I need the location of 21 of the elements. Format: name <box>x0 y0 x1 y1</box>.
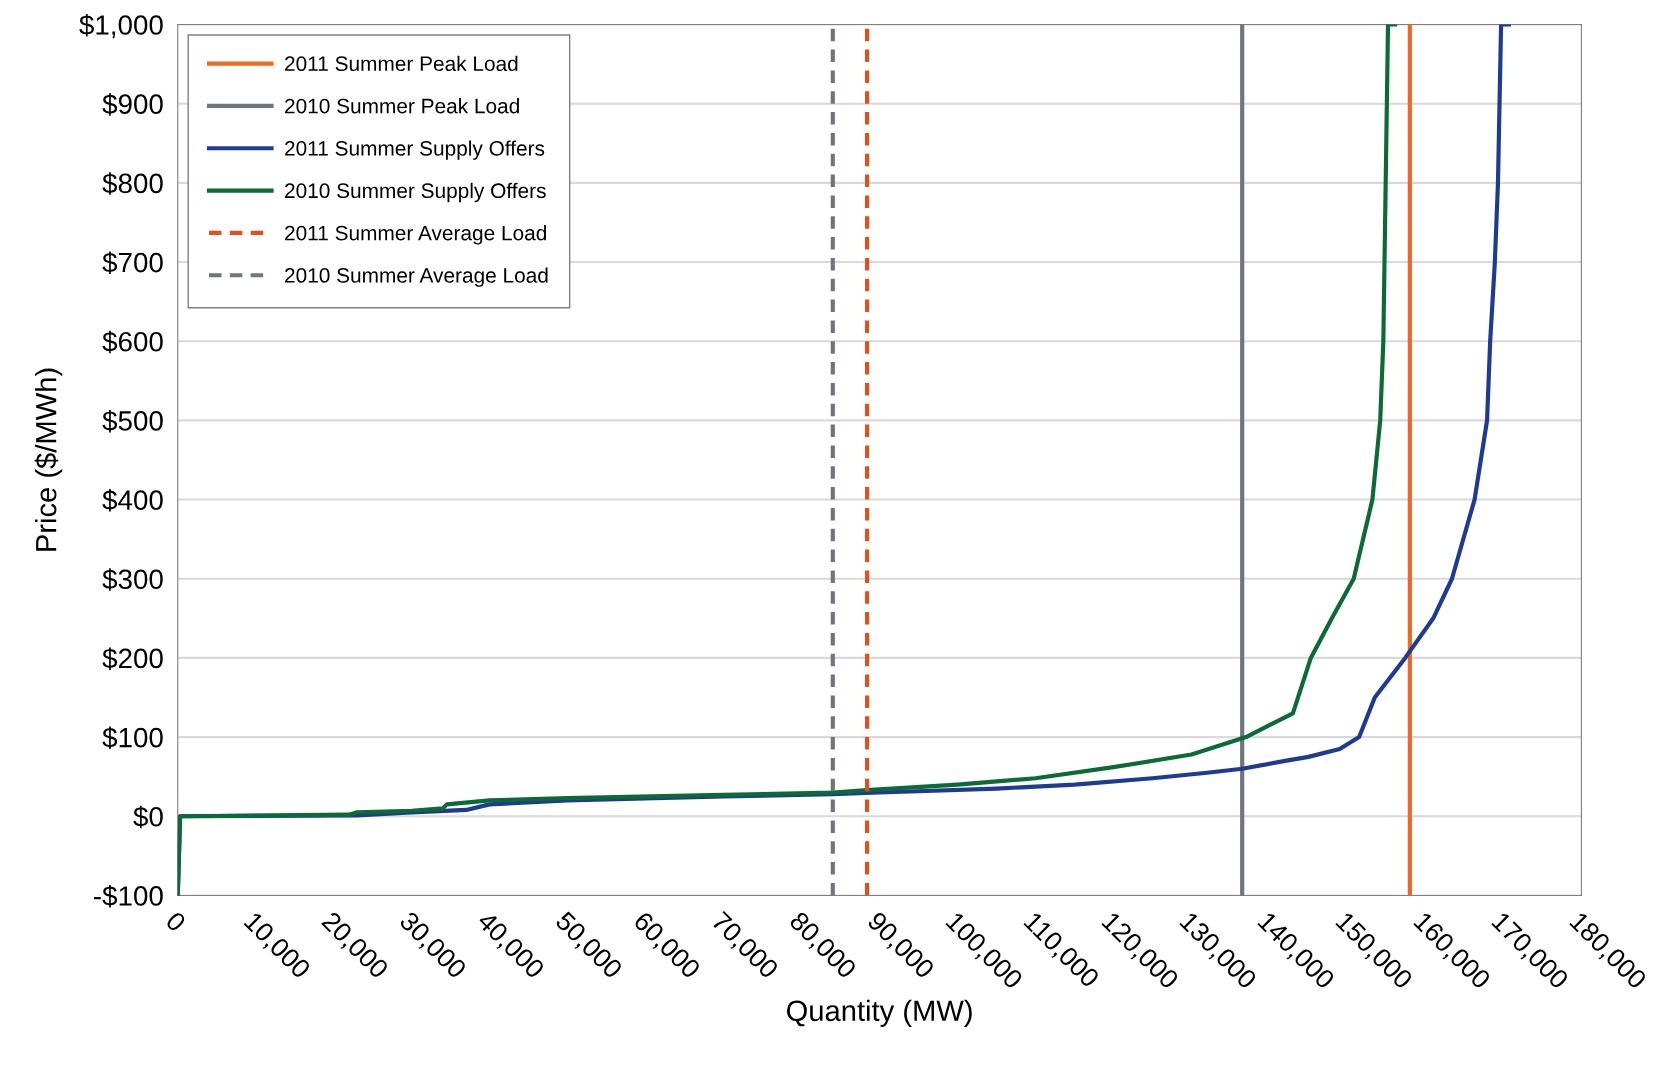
y-tick-label: $200 <box>102 647 163 670</box>
legend-label: 2010 Summer Supply Offers <box>285 182 546 203</box>
y-tick-label: $900 <box>102 93 163 116</box>
y-tick-label: $400 <box>102 489 163 512</box>
y-tick-label: -$100 <box>94 884 163 908</box>
legend-label: 2011 Summer Peak Load <box>285 55 518 72</box>
y-tick-label: $100 <box>102 726 163 750</box>
legend-label: 2011 Summer Supply Offers <box>285 140 545 160</box>
legend-label: 2010 Summer Peak Load <box>285 98 519 114</box>
y-axis-title: Price ($/MWh) <box>34 368 63 551</box>
x-tick-label: 0 <box>164 910 187 933</box>
y-tick-label: $600 <box>102 330 163 354</box>
x-axis-title: Quantity (MW) <box>786 999 972 1027</box>
y-tick-label: $0 <box>133 805 163 829</box>
legend-label: 2011 Summer Average Load <box>285 225 546 245</box>
y-tick-label: $1,000 <box>79 14 163 39</box>
y-tick-label: $500 <box>102 409 163 433</box>
y-tick-label: $700 <box>102 251 163 275</box>
legend-label: 2010 Summer Average Load <box>285 267 548 287</box>
y-tick-label: $800 <box>102 172 163 195</box>
y-tick-label: $300 <box>102 568 163 591</box>
